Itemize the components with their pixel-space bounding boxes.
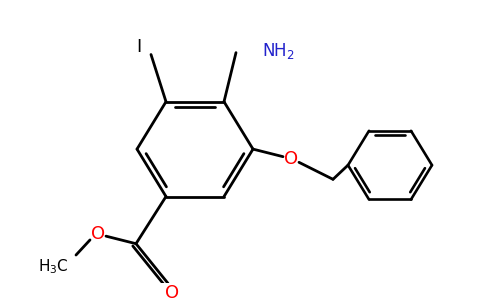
Text: O: O bbox=[284, 149, 298, 167]
Text: NH$_2$: NH$_2$ bbox=[262, 41, 295, 61]
Text: O: O bbox=[91, 225, 105, 243]
Text: H$_3$C: H$_3$C bbox=[38, 257, 68, 276]
Text: I: I bbox=[136, 38, 142, 56]
Text: O: O bbox=[165, 284, 179, 300]
